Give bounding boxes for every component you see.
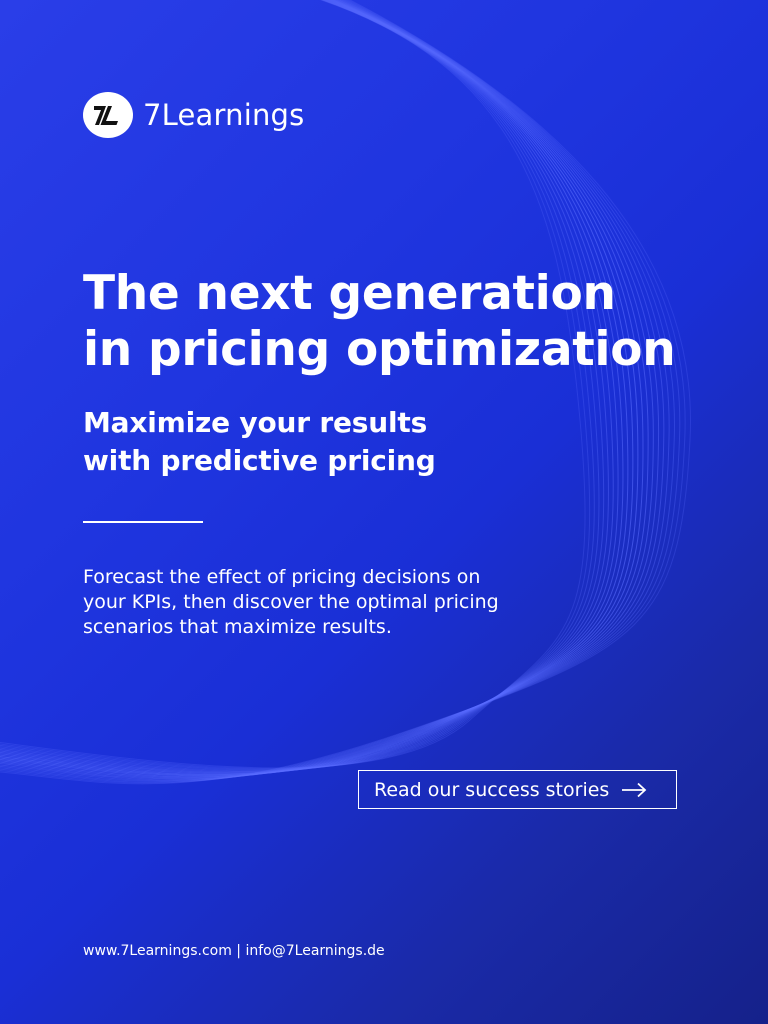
cta-label: Read our success stories (374, 778, 610, 801)
body-text: Forecast the effect of pricing decisions… (83, 565, 583, 640)
read-success-stories-button[interactable]: Read our success stories (358, 770, 677, 809)
subheadline-line: Maximize your results (83, 406, 428, 439)
footer-separator: | (231, 943, 246, 959)
brand-name: 7Learnings (143, 98, 305, 132)
email-link[interactable]: info@7Learnings.de (245, 943, 385, 959)
arrow-right-icon (622, 782, 647, 797)
footer-contact: www.7Learnings.com | info@7Learnings.de (83, 943, 385, 959)
divider-line (83, 521, 203, 523)
website-link[interactable]: www.7Learnings.com (83, 943, 232, 959)
headline-line: The next generation (83, 266, 616, 321)
body-line: scenarios that maximize results. (83, 616, 392, 638)
body-line: Forecast the effect of pricing decisions… (83, 566, 481, 588)
7l-monogram-icon (83, 92, 133, 138)
subheadline: Maximize your results with predictive pr… (83, 404, 436, 480)
headline-line: in pricing optimization (83, 322, 676, 377)
body-line: your KPIs, then discover the optimal pri… (83, 591, 499, 613)
brand-logo[interactable]: 7Learnings (83, 92, 304, 138)
headline: The next generation in pricing optimizat… (83, 266, 743, 378)
subheadline-line: with predictive pricing (83, 444, 436, 477)
